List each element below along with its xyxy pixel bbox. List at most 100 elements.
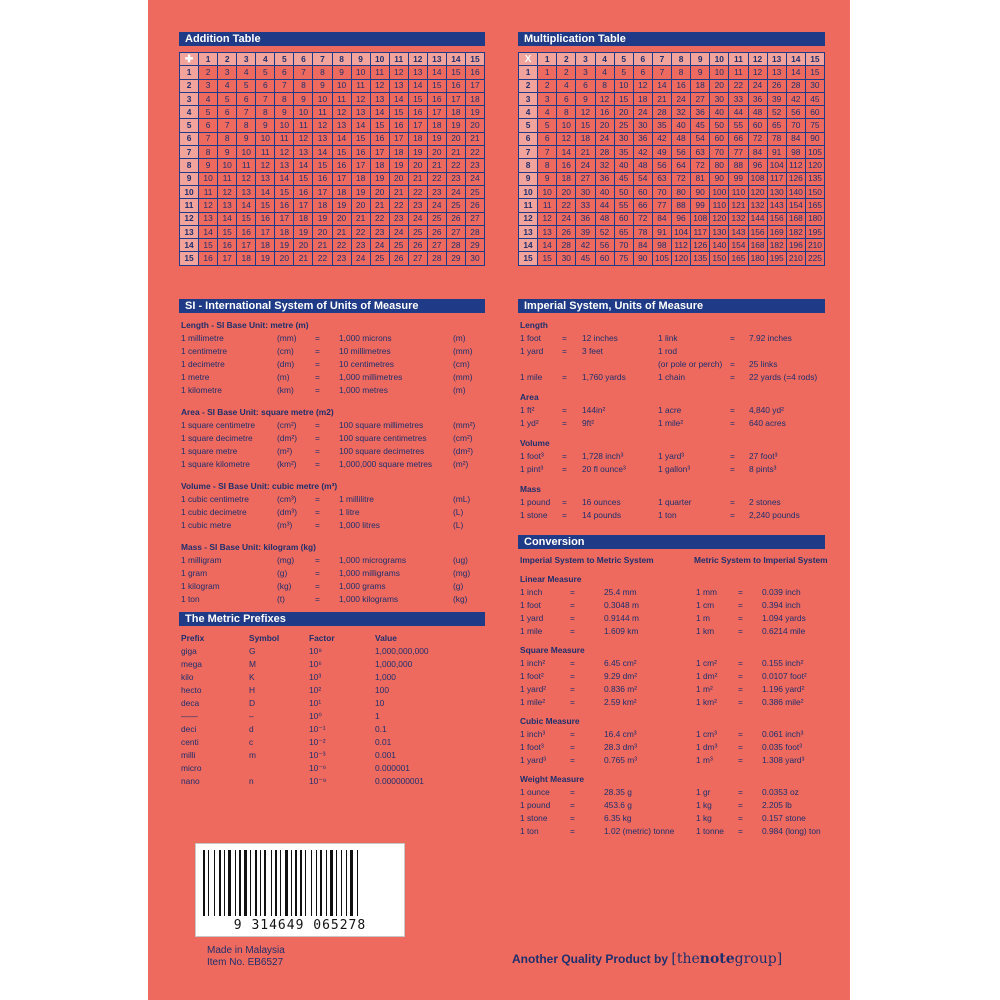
addition-row: 10 11 12 13 14 15 16 17 18 19 20 21 22 23 24 25 — [178, 184, 486, 200]
barcode-bar — [311, 850, 312, 916]
barcode-bar — [264, 850, 266, 916]
addition-cell: 6 — [293, 51, 314, 67]
addition-cell: 28 — [464, 224, 486, 240]
multiplication-cell: 18 — [690, 78, 711, 93]
addition-cell: 3 — [236, 51, 257, 67]
barcode-bar — [242, 850, 243, 916]
prefix-row-cell: n — [249, 776, 254, 786]
multiplication-cell: 210 — [804, 238, 826, 253]
barcode-bar — [289, 850, 290, 916]
addition-cell: 8 — [255, 105, 276, 120]
si-row-cell: 1 metre — [181, 372, 210, 382]
si-row-cell: (dm³) — [277, 507, 298, 517]
multiplication-cell: 16 — [670, 78, 692, 93]
addition-cell: 22 — [331, 238, 352, 253]
multiplication-cell: 30 — [709, 91, 730, 107]
multiplication-cell: 8 — [670, 65, 692, 80]
imperial-row-cell: = — [730, 372, 735, 382]
addition-cell: 10 — [255, 131, 276, 147]
barcode-bar — [237, 850, 238, 916]
prefix-row-cell: 10⁻⁹ — [309, 776, 327, 786]
multiplication-cell: 13 — [537, 224, 558, 240]
addition-cell: 21 — [312, 238, 333, 253]
prefix-row-cell: micro — [181, 763, 202, 773]
conversion-row-cell: = — [738, 684, 743, 694]
multiplication-cell: 64 — [670, 158, 692, 173]
imperial-row-cell: 16 ounces — [582, 497, 621, 507]
barcode-bar — [232, 850, 234, 916]
conversion-row-cell: = — [738, 626, 743, 636]
addition-cell: 6 — [236, 91, 257, 107]
addition-cell: 7 — [198, 131, 219, 147]
addition-cell: 5 — [217, 91, 238, 107]
imperial-row-cell: 1 yard — [520, 346, 544, 356]
multiplication-cell: 72 — [670, 171, 692, 186]
conversion-row-cell: 1 inch — [520, 587, 543, 597]
conversion-row-cell: 1.196 yard² — [762, 684, 805, 694]
addition-cell: 10 — [293, 105, 314, 120]
si-row-cell: = — [315, 581, 320, 591]
addition-row: 12 13 14 15 16 17 18 19 20 21 22 23 24 25 26 27 — [178, 211, 486, 226]
barcode-bar — [328, 850, 329, 916]
conversion-row-cell: = — [738, 613, 743, 623]
conversion-row: 1 inch³ = 16.4 cm³ 1 cm³ = 0.061 inch³ — [520, 728, 825, 741]
barcode-bar — [348, 850, 349, 916]
conversion-row-cell: 1 foot² — [520, 671, 544, 681]
si-row-cell: = — [315, 346, 320, 356]
conversion-group-heading: Square Measure — [520, 645, 585, 655]
multiplication-row: 10 10 20 30 40 50 60 70 80 90 100 110 120 130 140 150 — [517, 184, 826, 200]
addition-cell: 13 — [407, 65, 428, 80]
addition-row: 1 2 3 4 5 6 7 8 9 10 11 12 13 14 15 16 — [178, 65, 486, 80]
multiplication-cell: 10 — [613, 78, 634, 93]
prefix-header: Prefix Symbol Factor Value — [181, 632, 485, 645]
addition-cell: 6 — [255, 78, 276, 93]
addition-cell: 16 — [312, 171, 333, 186]
multiplication-cell: 77 — [651, 198, 673, 213]
addition-cell: 15 — [274, 184, 295, 200]
conversion-row-cell: 0.765 m³ — [604, 755, 638, 765]
multiplication-cell: 4 — [594, 51, 615, 67]
barcode-bar — [255, 850, 257, 916]
multiplication-cell: 70 — [613, 238, 634, 253]
addition-cell: 15 — [198, 238, 219, 253]
notebook-back-cover: Addition Table ✚ 1 2 3 4 5 6 7 8 9 10 11 12 13 14 15 1 2 3… — [148, 0, 850, 1000]
conversion-row-cell: 0.386 mile² — [762, 697, 804, 707]
conversion-row-cell: = — [738, 813, 743, 823]
multiplication-cell: 12 — [747, 65, 768, 80]
addition-cell: 23 — [331, 251, 352, 266]
conversion-row-cell: 2.205 lb — [762, 800, 792, 810]
addition-cell: 11 — [331, 91, 352, 107]
addition-cell: 24 — [350, 251, 371, 266]
multiplication-cell: 44 — [728, 105, 749, 120]
multiplication-cell: 44 — [594, 198, 615, 213]
multiplication-cell: 9 — [690, 51, 711, 67]
addition-cell: 17 — [255, 224, 276, 240]
multiplication-cell: 45 — [804, 91, 826, 107]
multiplication-cell: 11 — [537, 198, 558, 213]
multiplication-cell: 20 — [709, 78, 730, 93]
addition-cell: 14 — [350, 118, 371, 133]
addition-cell: 15 — [178, 251, 200, 266]
addition-cell: 13 — [331, 118, 352, 133]
si-row-cell: 1 square decimetre — [181, 433, 253, 443]
multiplication-cell: 10 — [517, 184, 539, 200]
barcode-bar — [219, 850, 221, 916]
conversion-row-cell: 1 inch² — [520, 658, 546, 668]
si-title: SI - International System of Units of Me… — [179, 299, 485, 313]
addition-cell: 14 — [217, 211, 238, 226]
addition-row: 5 6 7 8 9 10 11 12 13 14 15 16 17 18 19 20 — [178, 118, 486, 133]
barcode-bars — [203, 850, 397, 916]
addition-cell: 20 — [350, 198, 371, 213]
addition-cell: 14 — [407, 78, 428, 93]
barcode-bar — [228, 850, 231, 916]
imperial-row-cell: 1 stone — [520, 510, 548, 520]
addition-cell: 22 — [464, 145, 486, 160]
conversion-row-cell: 25.4 mm — [604, 587, 637, 597]
addition-cell: 15 — [407, 91, 428, 107]
imperial-row-cell: 1 link — [658, 333, 678, 343]
imperial-row-cell: 1 pound — [520, 497, 551, 507]
addition-cell: 12 — [388, 65, 409, 80]
multiplication-cell: 196 — [785, 238, 806, 253]
imperial-row-cell: = — [730, 418, 735, 428]
multiplication-cell: 40 — [709, 105, 730, 120]
